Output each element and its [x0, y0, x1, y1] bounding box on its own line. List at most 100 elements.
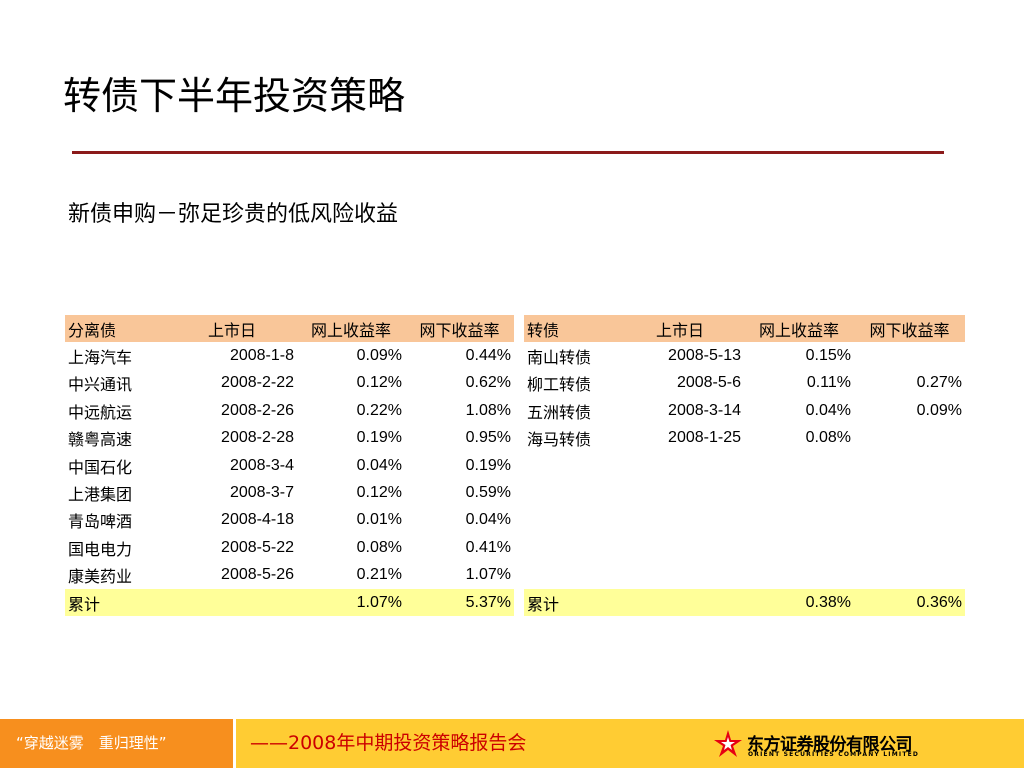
- total-label: 累计: [524, 588, 616, 617]
- convertible-bond-table-body: 转债 上市日 网上收益率 网下收益率 南山转债 2008-5-13 0.15% 柳工转债 200…: [524, 315, 965, 617]
- table-cell: [616, 479, 744, 506]
- convertible-bond-table: 转债 上市日 网上收益率 网下收益率 南山转债 2008-5-13 0.15% 柳工转债 200…: [524, 315, 965, 617]
- column-header: 网上收益率: [744, 315, 854, 343]
- table-cell: [854, 342, 965, 369]
- bond-name-cell: [524, 479, 616, 506]
- table-row: 中远航运 2008-2-26 0.22% 1.08%: [65, 397, 514, 424]
- table-cell: 2008-3-7: [229, 484, 294, 502]
- column-header: 网上收益率: [297, 315, 405, 343]
- table-row: 国电电力 2008-5-22 0.08% 0.41%: [65, 534, 514, 561]
- column-header: 网下收益率: [405, 315, 514, 343]
- table-cell: 0.95%: [465, 429, 511, 447]
- total-label: 累计: [65, 588, 167, 617]
- table-cell: 2008-1-8: [229, 347, 294, 365]
- table-row: 上港集团 2008-3-7 0.12% 0.59%: [65, 479, 514, 506]
- table-cell: 0.19%: [465, 456, 511, 474]
- table-cell: 1.07%: [465, 566, 511, 584]
- bond-name-cell: 康美药业: [68, 567, 133, 587]
- table-row: 五洲转债 2008-3-14 0.04% 0.09%: [524, 397, 965, 424]
- table-cell: 2008-2-22: [221, 374, 294, 392]
- table-cell: 0.41%: [465, 538, 511, 556]
- footer-divider: [233, 719, 236, 768]
- table-cell: 2008-5-6: [676, 374, 741, 392]
- bond-name-cell: [524, 452, 616, 479]
- table-cell: [616, 452, 744, 479]
- total-cell: 0.38%: [744, 588, 854, 617]
- table-row: 中国石化 2008-3-4 0.04% 0.19%: [65, 452, 514, 479]
- table-cell: 0.04%: [356, 456, 402, 474]
- title-divider: [72, 151, 944, 154]
- table-cell: 2008-2-26: [221, 401, 294, 419]
- footer-slogan: “穿越迷雾 重归理性”: [16, 734, 167, 752]
- table-row: [524, 479, 965, 506]
- table-cell: 0.08%: [805, 429, 851, 447]
- table-cell: 0.19%: [356, 429, 402, 447]
- footer-bar: “穿越迷雾 重归理性” ——2008年中期投资策略报告会 东方证券股份有限公司 …: [0, 719, 1024, 768]
- bond-name-cell: 海马转债: [527, 430, 592, 450]
- table-cell: [854, 534, 965, 561]
- table-cell: 2008-3-4: [229, 456, 294, 474]
- column-header: 上市日: [616, 315, 744, 343]
- table-cell: 0.12%: [356, 374, 402, 392]
- table-cell: [744, 534, 854, 561]
- bond-name-cell: 上海汽车: [68, 348, 133, 368]
- company-name-cn: 东方证券股份有限公司: [747, 735, 913, 755]
- slide-subtitle: 新债申购－弥足珍贵的低风险收益: [68, 202, 399, 227]
- table-cell: [616, 534, 744, 561]
- total-cell: [167, 588, 297, 617]
- bond-name-cell: 五洲转债: [527, 402, 592, 422]
- table-cell: 0.44%: [465, 347, 511, 365]
- company-logo: 东方证券股份有限公司 ORIENT SECURITIES COMPANY LIM…: [713, 729, 918, 761]
- table-cell: 2008-5-22: [221, 538, 294, 556]
- separable-bond-table-body: 分离债 上市日 网上收益率 网下收益率上海汽车 2008-1-8 0.09% 0.44% 中兴…: [65, 315, 514, 617]
- table-cell: 0.21%: [356, 566, 402, 584]
- total-cell: 1.07%: [297, 588, 405, 617]
- table-cell: 2008-5-13: [668, 347, 741, 365]
- table-cell: 0.09%: [356, 347, 402, 365]
- table-cell: 2008-4-18: [221, 511, 294, 529]
- table-cell: 0.27%: [916, 374, 962, 392]
- separable-bond-table: 分离债 上市日 网上收益率 网下收益率上海汽车 2008-1-8 0.09% 0.44% 中兴…: [65, 315, 514, 617]
- table-cell: 0.04%: [465, 511, 511, 529]
- orient-star-icon: [714, 730, 742, 757]
- table-cell: 0.08%: [356, 538, 402, 556]
- table-cell: [854, 507, 965, 534]
- column-header: 分离债: [65, 315, 167, 343]
- table-row: 中兴通讯 2008-2-22 0.12% 0.62%: [65, 370, 514, 397]
- table-cell: [854, 452, 965, 479]
- table-row: [524, 534, 965, 561]
- table-cell: [744, 507, 854, 534]
- bond-name-cell: 赣粤高速: [68, 430, 133, 450]
- table-row: 南山转债 2008-5-13 0.15%: [524, 342, 965, 369]
- table-row: 海马转债 2008-1-25 0.08%: [524, 425, 965, 452]
- bond-name-cell: 青岛啤酒: [68, 512, 133, 532]
- table-row: 青岛啤酒 2008-4-18 0.01% 0.04%: [65, 507, 514, 534]
- bond-name-cell: 中兴通讯: [68, 375, 133, 395]
- footer-report-title: ——2008年中期投资策略报告会: [250, 732, 527, 754]
- bond-name-cell: [524, 507, 616, 534]
- total-cell: 0.36%: [854, 588, 965, 617]
- slide-title: 转债下半年投资策略: [63, 74, 406, 118]
- table-cell: [616, 507, 744, 534]
- company-name-en: ORIENT SECURITIES COMPANY LIMITED: [748, 751, 920, 758]
- table-row: [524, 562, 965, 589]
- table-cell: [854, 479, 965, 506]
- bond-name-cell: 中国石化: [68, 457, 133, 477]
- table-cell: 0.01%: [356, 511, 402, 529]
- table-cell: 1.08%: [465, 401, 511, 419]
- bond-name-cell: [524, 534, 616, 561]
- column-header: 转债: [524, 315, 616, 343]
- table-cell: [854, 425, 965, 452]
- table-cell: 0.62%: [465, 374, 511, 392]
- table-cell: 0.04%: [805, 401, 851, 419]
- table-cell: 0.15%: [805, 347, 851, 365]
- table-header-row: 分离债 上市日 网上收益率 网下收益率: [65, 315, 514, 343]
- table-row: 赣粤高速 2008-2-28 0.19% 0.95%: [65, 425, 514, 452]
- table-cell: [744, 562, 854, 589]
- table-cell: 0.12%: [356, 484, 402, 502]
- table-cell: [854, 562, 965, 589]
- bond-name-cell: 中远航运: [68, 402, 133, 422]
- column-header: 网下收益率: [854, 315, 965, 343]
- table-cell: 2008-2-28: [221, 429, 294, 447]
- bond-name-cell: 国电电力: [68, 539, 133, 559]
